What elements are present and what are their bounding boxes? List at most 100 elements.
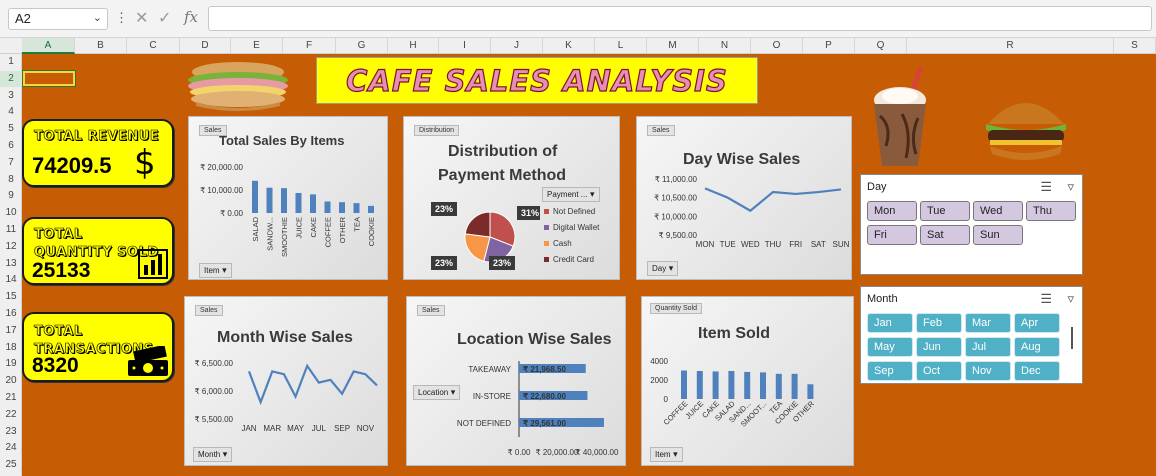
field-button-sales[interactable]: Sales: [199, 125, 227, 136]
column-header-j[interactable]: J: [491, 38, 543, 54]
column-header-l[interactable]: L: [595, 38, 647, 54]
row-header-2[interactable]: 2: [0, 70, 22, 87]
column-header-e[interactable]: E: [231, 38, 283, 54]
row-header-5[interactable]: 5: [8, 123, 14, 135]
slicer-option-sun[interactable]: Sun: [973, 225, 1023, 245]
filter-button-location[interactable]: Location: [413, 385, 461, 400]
bar: [519, 364, 586, 373]
row-header-10[interactable]: 10: [5, 207, 17, 219]
row-header-1[interactable]: 1: [8, 56, 14, 67]
chart-total-sales-by-items[interactable]: Sales Total Sales By Items ₹ 20,000.00 ₹ …: [188, 116, 388, 280]
clear-filter-icon[interactable]: ▿: [1067, 179, 1074, 194]
column-header-b[interactable]: B: [75, 38, 127, 54]
slicer-option-nov[interactable]: Nov: [965, 361, 1011, 381]
formula-input[interactable]: [208, 6, 1152, 31]
column-header-a[interactable]: A: [22, 38, 75, 54]
column-header-g[interactable]: G: [336, 38, 388, 54]
selected-cell[interactable]: [22, 70, 76, 87]
field-button-sales[interactable]: Sales: [647, 125, 675, 136]
slicer-option-sat[interactable]: Sat: [920, 225, 970, 245]
column-header-m[interactable]: M: [647, 38, 699, 54]
slicer-option-tue[interactable]: Tue: [920, 201, 970, 221]
cash-icon: [128, 346, 168, 376]
column-header-r[interactable]: R: [907, 38, 1114, 54]
slicer-option-jun[interactable]: Jun: [916, 337, 962, 357]
slicer-option-mon[interactable]: Mon: [867, 201, 917, 221]
row-header-21[interactable]: 21: [5, 392, 17, 403]
slicer-option-may[interactable]: May: [867, 337, 913, 357]
column-header-d[interactable]: D: [180, 38, 231, 54]
row-header-3[interactable]: 3: [8, 89, 14, 101]
column-header-i[interactable]: I: [439, 38, 491, 54]
slicer-month[interactable]: Month ☰ ▿ Jan Feb Mar Apr May Jun Jul Aug Sep Oct…: [860, 286, 1083, 384]
more-options-icon[interactable]: ⋮: [115, 10, 128, 25]
row-header-4[interactable]: 4: [8, 106, 14, 118]
column-header-h[interactable]: H: [388, 38, 439, 54]
field-button-distribution[interactable]: Distribution: [414, 125, 460, 136]
field-button-sales[interactable]: Sales: [195, 305, 223, 316]
slicer-option-mar[interactable]: Mar: [965, 313, 1011, 333]
slicer-day[interactable]: Day ☰ ▿ Mon Tue Wed Thu Fri Sat Sun: [860, 174, 1083, 275]
multi-select-icon[interactable]: ☰: [1040, 179, 1052, 194]
confirm-icon[interactable]: ✓: [158, 10, 172, 27]
cancel-icon[interactable]: ✕: [135, 10, 149, 27]
slicer-option-aug[interactable]: Aug: [1014, 337, 1060, 357]
filter-button-item[interactable]: Item: [199, 263, 232, 278]
row-header-17[interactable]: 17: [5, 324, 17, 336]
chart-item-sold[interactable]: Quantity Sold Item Sold 4000 2000 0 COFFEE J…: [641, 296, 854, 466]
column-header-f[interactable]: F: [283, 38, 336, 54]
chevron-down-icon[interactable]: ⌄: [92, 12, 102, 24]
slicer-option-feb[interactable]: Feb: [916, 313, 962, 333]
slicer-option-jul[interactable]: Jul: [965, 337, 1011, 357]
field-button-quantity-sold[interactable]: Quantity Sold: [650, 303, 703, 314]
row-header-11[interactable]: 11: [5, 224, 17, 235]
slicer-option-thu[interactable]: Thu: [1026, 201, 1076, 221]
column-header-k[interactable]: K: [543, 38, 595, 54]
clear-filter-icon[interactable]: ▿: [1067, 291, 1074, 306]
legend-filter-payment[interactable]: Payment ...: [542, 187, 600, 202]
row-header-22[interactable]: 22: [5, 408, 17, 420]
row-header-9[interactable]: 9: [8, 190, 14, 202]
slicer-option-sep[interactable]: Sep: [867, 361, 913, 381]
row-header-23[interactable]: 23: [5, 425, 17, 437]
x-tick-label: ₹ 20,000.00: [536, 448, 579, 457]
filter-button-item[interactable]: Item: [650, 447, 683, 462]
slicer-option-apr[interactable]: Apr: [1014, 313, 1060, 333]
chart-day-wise-sales[interactable]: Sales Day Wise Sales ₹ 11,000.00 ₹ 10,500…: [636, 116, 852, 280]
name-box[interactable]: A2 ⌄: [8, 8, 108, 30]
field-button-sales[interactable]: Sales: [417, 305, 445, 316]
row-header-14[interactable]: 14: [5, 274, 17, 286]
insert-function-icon[interactable]: fx: [184, 8, 199, 26]
row-header-13[interactable]: 13: [5, 257, 17, 269]
column-header-s[interactable]: S: [1114, 38, 1156, 54]
slicer-option-oct[interactable]: Oct: [916, 361, 962, 381]
chart-payment-distribution[interactable]: Distribution Distribution of Payment Met…: [403, 116, 620, 280]
column-header-c[interactable]: C: [127, 38, 180, 54]
row-header-6[interactable]: 6: [8, 140, 14, 151]
row-header-12[interactable]: 12: [5, 240, 17, 252]
row-header-8[interactable]: 8: [8, 173, 14, 185]
slicer-option-dec[interactable]: Dec: [1014, 361, 1060, 381]
chart-month-wise-sales[interactable]: Sales Month Wise Sales ₹ 6,500.00 ₹ 6,000…: [184, 296, 388, 466]
row-header-16[interactable]: 16: [5, 308, 17, 319]
row-header-19[interactable]: 19: [5, 358, 17, 370]
multi-select-icon[interactable]: ☰: [1040, 291, 1052, 306]
slicer-option-jan[interactable]: Jan: [867, 313, 913, 333]
row-header-20[interactable]: 20: [5, 375, 17, 387]
slicer-scrollbar[interactable]: [1071, 327, 1073, 349]
row-header-18[interactable]: 18: [5, 341, 17, 353]
row-header-7[interactable]: 7: [8, 156, 14, 168]
column-header-n[interactable]: N: [699, 38, 751, 54]
worksheet[interactable]: CAFE SALES ANALYSIS TOTAL REVENUE 74209.…: [22, 54, 1156, 476]
column-header-p[interactable]: P: [803, 38, 855, 54]
filter-button-day[interactable]: Day: [647, 261, 679, 276]
column-header-o[interactable]: O: [751, 38, 803, 54]
column-header-q[interactable]: Q: [855, 38, 907, 54]
slicer-option-fri[interactable]: Fri: [867, 225, 917, 245]
slicer-option-wed[interactable]: Wed: [973, 201, 1023, 221]
chart-location-wise-sales[interactable]: Sales Location Wise Sales Location TAKEA…: [406, 296, 626, 466]
filter-button-month[interactable]: Month: [193, 447, 233, 462]
row-header-25[interactable]: 25: [5, 459, 17, 471]
row-header-24[interactable]: 24: [5, 442, 17, 454]
row-header-15[interactable]: 15: [5, 291, 17, 303]
